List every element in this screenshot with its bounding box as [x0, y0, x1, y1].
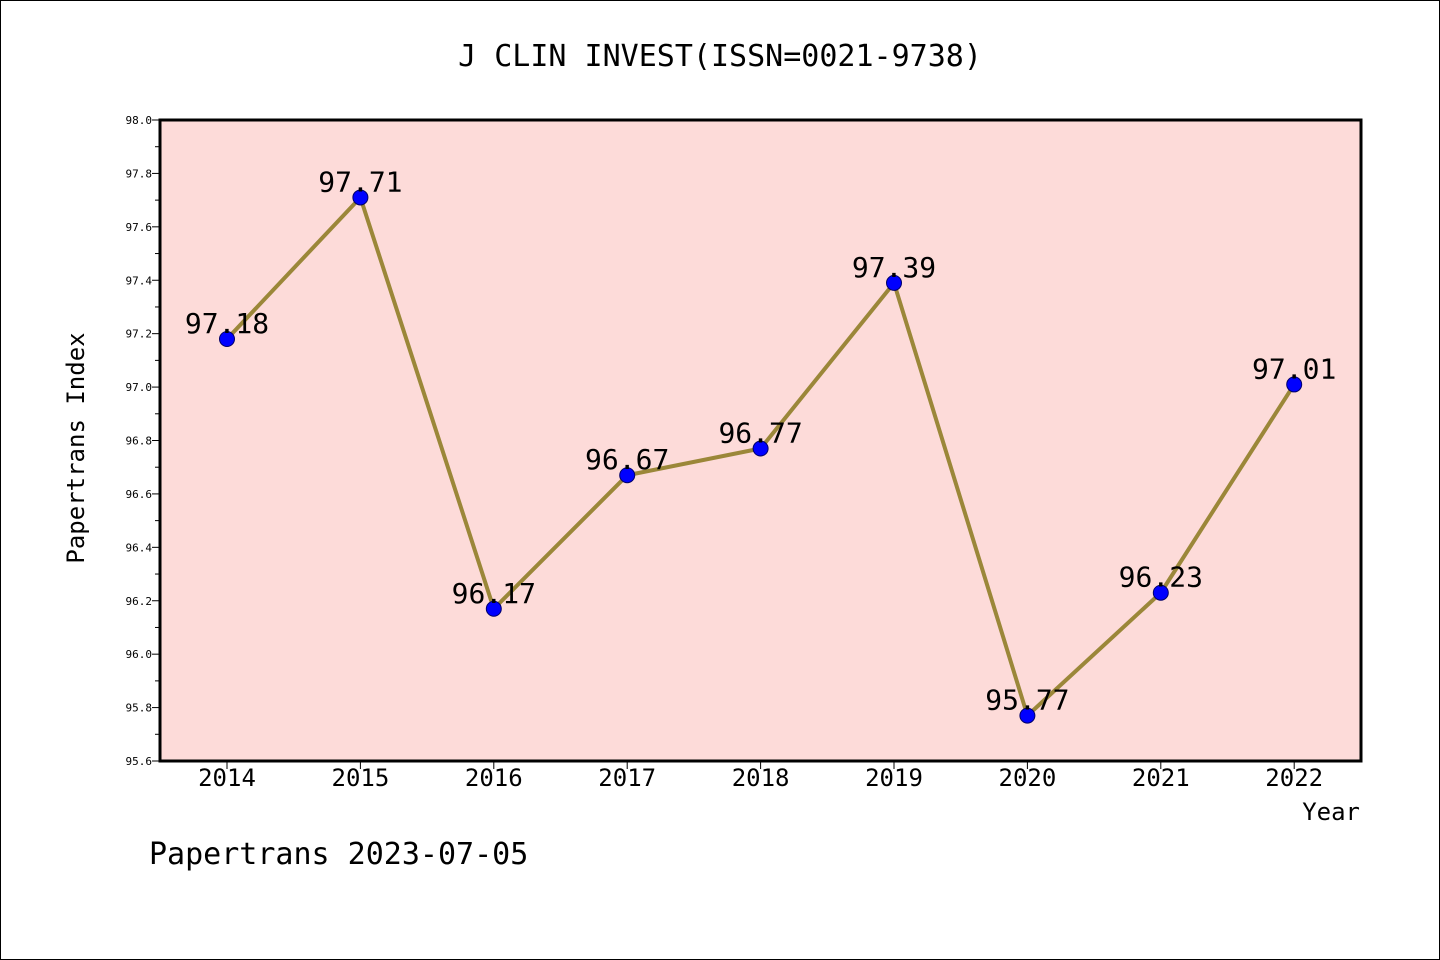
y-tick-label: 95.6 [126, 755, 153, 768]
x-tick-label: 2020 [999, 764, 1057, 792]
data-label: 97.01 [1252, 352, 1336, 385]
data-point-marker [1152, 584, 1169, 601]
y-tick-label: 97.8 [126, 167, 153, 180]
data-label: 96.77 [718, 417, 802, 450]
x-axis: 2014 2015 2016 2017 2018 2019 2020 2021 2022 [198, 761, 1323, 792]
y-tick-label: 97.2 [126, 328, 153, 341]
x-tick-label: 2017 [598, 764, 656, 792]
x-tick-label: 2016 [465, 764, 523, 792]
y-tick-label: 98.0 [126, 114, 153, 127]
data-markers [219, 189, 1303, 724]
data-label: 95.77 [985, 684, 1069, 717]
y-tick-label: 96.2 [126, 595, 153, 608]
data-label: 96.67 [585, 443, 669, 476]
y-tick-label: 97.0 [126, 381, 153, 394]
y-tick-label: 96.4 [126, 541, 153, 554]
y-tick-label: 96.0 [126, 648, 153, 661]
plot-border [158, 118, 1363, 763]
x-tick-label: 2021 [1132, 764, 1190, 792]
data-label: 97.71 [318, 165, 402, 198]
x-tick-label: 2022 [1265, 764, 1323, 792]
y-tick-label: 97.4 [126, 274, 153, 287]
data-labels: 97.18 97.71 96.17 96.67 96.77 97.39 95.77 96.23… [185, 165, 1336, 716]
y-tick-label: 97.6 [126, 221, 153, 234]
data-point-marker [619, 467, 636, 484]
y-axis-label: Papertrans Index [62, 332, 90, 563]
plot-area [160, 120, 1361, 761]
data-point-marker [1286, 376, 1303, 393]
x-tick-label: 2015 [332, 764, 390, 792]
data-point-marker [1019, 707, 1036, 724]
footer-date: Papertrans 2023-07-05 [149, 837, 528, 872]
chart-title: J CLIN INVEST(ISSN=0021-9738) [458, 39, 982, 74]
x-tick-label: 2018 [732, 764, 790, 792]
x-tick-label: 2014 [198, 764, 256, 792]
y-tick-label: 96.8 [126, 435, 153, 448]
x-axis-label: Year [1302, 798, 1360, 826]
data-label: 97.18 [185, 307, 269, 340]
data-point-marker [219, 331, 235, 348]
data-point-marker [886, 274, 902, 291]
data-label: 96.17 [452, 577, 536, 610]
data-point-marker [352, 189, 369, 206]
data-label: 96.23 [1119, 561, 1203, 594]
data-label: 97.39 [852, 251, 936, 284]
data-point-marker [752, 440, 769, 457]
data-point-marker [485, 600, 502, 617]
y-tick-label: 95.8 [126, 702, 153, 715]
x-tick-label: 2019 [865, 764, 923, 792]
y-tick-label: 96.6 [126, 488, 153, 501]
y-axis: 95.6 95.8 96.0 96.2 96.4 96.6 96.8 97.0 97.2 97.4… [126, 114, 160, 768]
